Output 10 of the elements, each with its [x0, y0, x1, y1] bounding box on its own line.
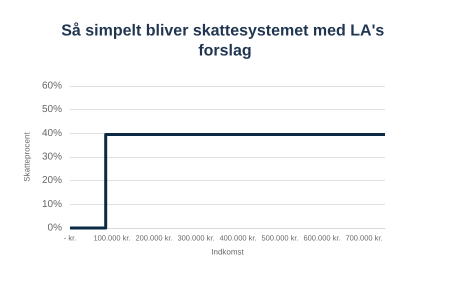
- x-axis-title: Indkomst: [211, 248, 244, 256]
- y-axis-title: Skatteprocent: [22, 132, 32, 182]
- y-tick-label: 50%: [42, 104, 62, 116]
- y-tick-label: 20%: [42, 175, 62, 186]
- y-tick-label: 40%: [42, 128, 62, 139]
- y-tick-label: 30%: [42, 152, 62, 162]
- y-tick-label: 60%: [42, 80, 62, 92]
- y-tick-label: 0%: [48, 222, 62, 234]
- chart-title: Så simpelt bliver skattesystemet med LA's forslag: [61, 22, 389, 60]
- y-tick-label: 10%: [42, 198, 62, 210]
